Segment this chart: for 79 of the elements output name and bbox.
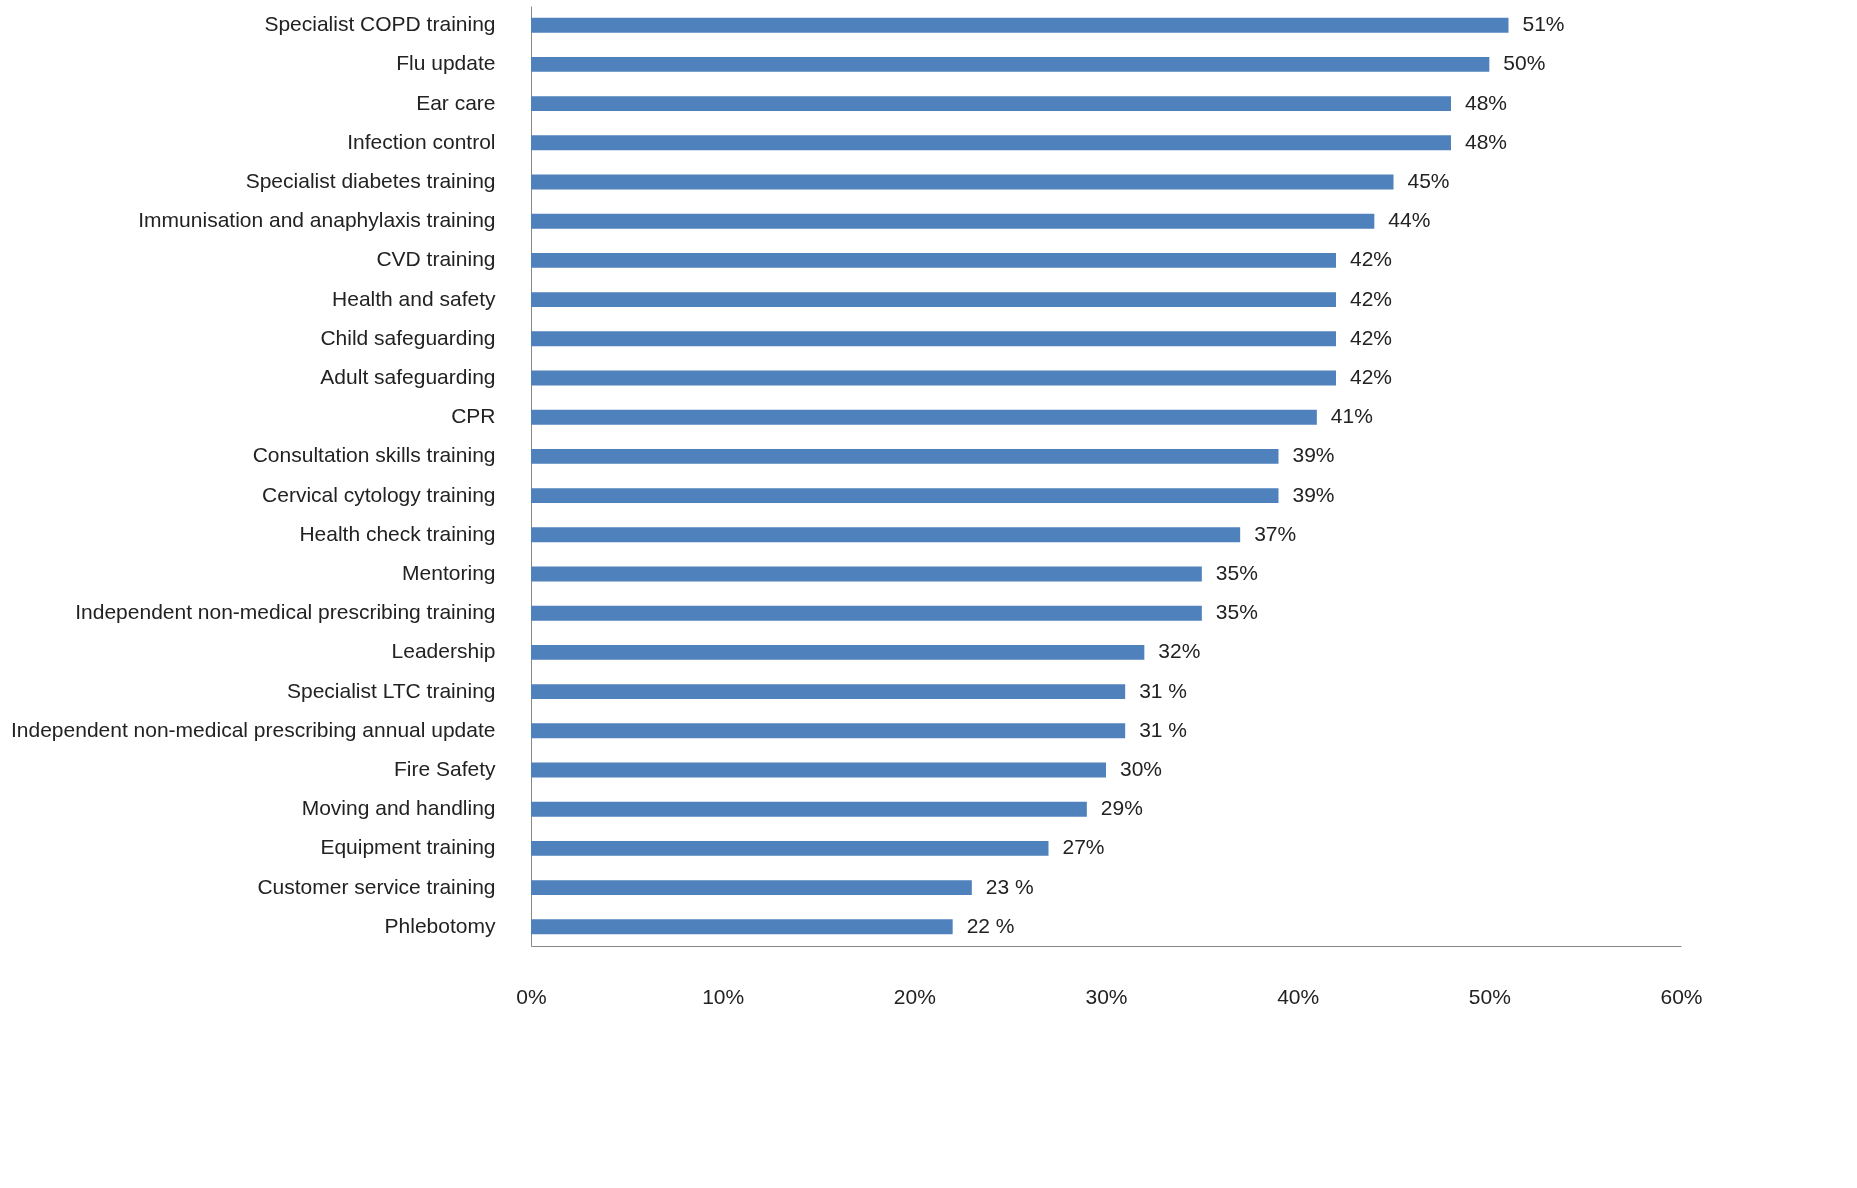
x-tick-label: 40% <box>1277 984 1320 1008</box>
bar <box>531 292 1336 308</box>
y-tick-label: Customer service training <box>257 874 496 898</box>
bar <box>531 566 1202 582</box>
bar <box>531 840 1049 856</box>
x-tick-label: 30% <box>1085 984 1128 1008</box>
x-tick-label: 50% <box>1468 984 1511 1008</box>
y-tick-label: Health check training <box>299 521 496 545</box>
y-tick-label: Leadership <box>391 639 496 663</box>
y-tick-label: Specialist diabetes training <box>245 169 496 193</box>
y-tick-label: Specialist LTC training <box>286 678 496 702</box>
data-label: 35% <box>1215 600 1258 624</box>
data-label: 37% <box>1254 521 1297 545</box>
data-label: 51% <box>1522 12 1565 36</box>
y-tick-label: Adult safeguarding <box>320 365 496 388</box>
data-label: 39% <box>1292 443 1335 467</box>
y-tick-label: CVD training <box>376 247 496 271</box>
bar <box>531 801 1087 817</box>
x-tick-label: 10% <box>702 984 745 1008</box>
bar <box>531 409 1317 425</box>
y-tick-label: Health and safety <box>332 286 496 310</box>
y-tick-label: Consultation skills training <box>252 443 496 467</box>
x-tick-label: 20% <box>893 984 936 1008</box>
bar <box>531 723 1126 739</box>
bar <box>531 684 1126 700</box>
bar <box>531 135 1451 151</box>
y-tick-label: Cervical cytology training <box>262 482 496 506</box>
data-label: 48% <box>1465 90 1508 114</box>
bar <box>531 56 1490 72</box>
data-label: 23 % <box>985 874 1034 898</box>
y-tick-label: Mentoring <box>402 561 496 584</box>
y-tick-label: Moving and handling <box>301 796 496 820</box>
data-label: 42% <box>1350 286 1393 310</box>
data-label: 35% <box>1215 561 1258 584</box>
data-label: 48% <box>1465 129 1508 153</box>
bar <box>531 174 1394 190</box>
data-label: 45% <box>1407 169 1450 193</box>
bar <box>531 370 1336 386</box>
data-label: 31 % <box>1139 717 1188 741</box>
y-tick-label: Flu update <box>396 51 496 75</box>
y-tick-label: Child safeguarding <box>320 325 496 349</box>
bar <box>531 96 1451 112</box>
bar <box>531 488 1279 504</box>
data-label: 44% <box>1388 208 1431 232</box>
data-label: 30% <box>1120 756 1163 780</box>
bar <box>531 448 1279 464</box>
y-tick-label: Infection control <box>347 129 496 153</box>
data-label: 41% <box>1330 404 1373 428</box>
data-label: 42% <box>1350 365 1393 388</box>
bar <box>531 213 1375 229</box>
bar <box>531 331 1336 347</box>
bar <box>531 762 1106 778</box>
data-label: 22 % <box>966 913 1015 937</box>
data-label: 42% <box>1350 247 1393 271</box>
y-tick-label: Equipment training <box>320 835 496 859</box>
bar <box>531 17 1509 33</box>
data-label: 39% <box>1292 482 1335 506</box>
y-tick-label: CPR <box>451 404 496 428</box>
data-label: 50% <box>1503 51 1546 75</box>
data-label: 32% <box>1158 639 1201 663</box>
data-label: 29% <box>1100 796 1143 820</box>
y-tick-label: Fire Safety <box>393 756 496 780</box>
y-tick-label: Phlebotomy <box>384 913 496 937</box>
y-tick-label: Independent non-medical prescribing training <box>75 600 496 624</box>
x-tick-label: 0% <box>516 984 547 1008</box>
bar <box>531 605 1202 621</box>
y-tick-label: Immunisation and anaphylaxis training <box>138 208 496 232</box>
data-label: 27% <box>1062 835 1105 859</box>
bar <box>531 880 972 896</box>
bar <box>531 644 1145 660</box>
y-tick-label: Specialist COPD training <box>264 12 496 36</box>
x-tick-label: 60% <box>1660 984 1703 1008</box>
data-label: 42% <box>1350 325 1393 349</box>
y-tick-label: Independent non-medical prescribing annual update <box>10 717 496 741</box>
y-tick-label: Ear care <box>416 90 496 114</box>
bar <box>531 919 953 935</box>
data-label: 31 % <box>1139 678 1188 702</box>
bar <box>531 252 1336 268</box>
bar <box>531 527 1241 543</box>
